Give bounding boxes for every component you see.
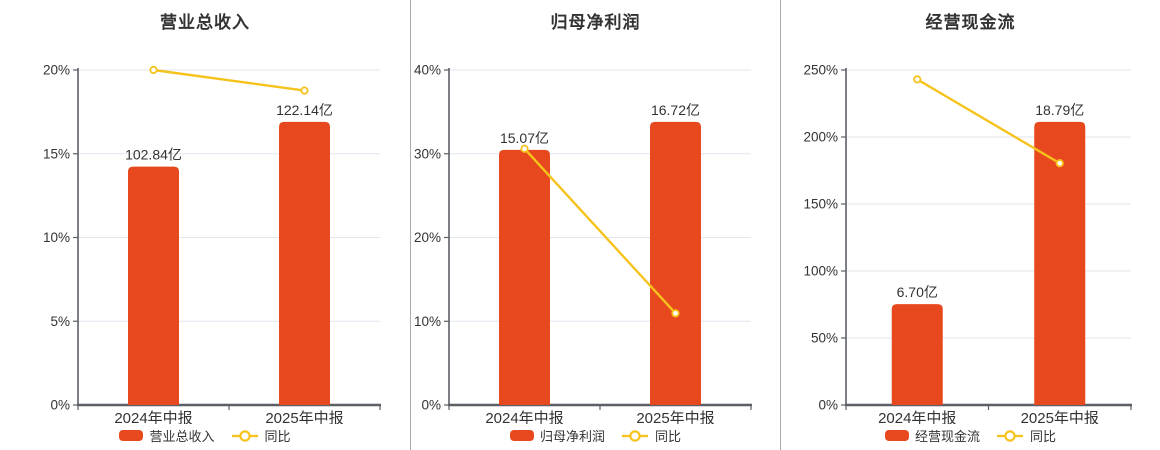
y-tick-label: 40%	[414, 63, 441, 78]
cash-flow-chart-title: 经营现金流	[925, 12, 1016, 32]
net-profit-chart-title: 归母净利润	[550, 12, 641, 32]
yoy-point-marker	[149, 65, 158, 75]
x-category-label: 2025年中报	[636, 410, 714, 424]
cash-flow-chart-plot: 0% 50% 100% 150% 200% 250% 6.70亿 18.79亿 2024年中报 2…	[803, 63, 1132, 424]
bar	[499, 149, 550, 405]
y-tick-label: 200%	[803, 130, 838, 145]
y-tick-label: 0%	[50, 398, 70, 413]
bar-value-label: 16.72亿	[651, 102, 700, 118]
net-profit-chart-plot: 0% 10% 20% 30% 40% 15.07亿 16.72亿 2024年中报 2025年中报	[414, 63, 752, 424]
yoy-point-marker	[300, 86, 309, 95]
legend-label: 经营现金流	[914, 429, 980, 444]
legend-label: 同比	[264, 429, 291, 444]
y-tick-label: 0%	[421, 398, 441, 413]
yoy-line	[153, 68, 305, 92]
yoy-marker-icon	[622, 429, 648, 442]
legend-item-revenue-bar[interactable]: 营业总收入	[119, 426, 215, 445]
y-tick-label: 20%	[43, 63, 70, 78]
bar-value-label: 6.70亿	[897, 284, 938, 300]
legend-label: 同比	[655, 429, 682, 444]
yoy-point-marker	[913, 75, 922, 84]
legend-item-yoy[interactable]: 同比	[996, 426, 1056, 445]
x-category-label: 2024年中报	[878, 410, 956, 424]
y-tick-label: 50%	[811, 331, 838, 346]
y-tick-label: 0%	[818, 398, 838, 413]
yoy-line	[523, 147, 677, 315]
bar-value-label: 18.79亿	[1035, 102, 1084, 118]
bar	[279, 121, 330, 406]
yoy-point-marker	[1055, 159, 1064, 168]
y-tick-label: 10%	[43, 230, 70, 245]
revenue-panel: 营业总收入 0% 5% 10% 15% 20% 102.84亿 122.14亿 2024年中报…	[0, 0, 410, 450]
bar-value-label: 15.07亿	[500, 130, 549, 146]
y-tick-label: 100%	[803, 264, 838, 279]
x-category-label: 2024年中报	[485, 410, 563, 424]
legend-label: 营业总收入	[149, 429, 215, 444]
y-tick-label: 150%	[803, 197, 838, 212]
cash-flow-legend: 经营现金流 同比	[781, 426, 1160, 445]
y-tick-label: 250%	[803, 63, 838, 78]
y-tick-label: 15%	[43, 146, 70, 161]
bar-value-label: 102.84亿	[125, 147, 182, 163]
y-tick-label: 10%	[414, 314, 441, 329]
bar	[128, 166, 179, 405]
legend-label: 归母净利润	[539, 429, 605, 444]
bar-swatch-icon	[884, 430, 909, 441]
legend-item-net-profit-bar[interactable]: 归母净利润	[509, 426, 605, 445]
y-tick-label: 30%	[414, 146, 441, 161]
bar	[650, 121, 701, 406]
yoy-point-marker	[520, 144, 529, 153]
yoy-marker-icon	[997, 429, 1023, 442]
revenue-chart-title: 营业总收入	[160, 12, 250, 32]
bar	[891, 304, 943, 405]
y-tick-label: 5%	[50, 314, 70, 329]
bar-swatch-icon	[509, 430, 534, 441]
yoy-point-marker	[671, 309, 680, 318]
cash-flow-panel: 经营现金流 0% 50% 100% 150% 200% 250% 6.70亿 18.79亿 20…	[780, 0, 1160, 450]
yoy-line	[916, 78, 1061, 165]
legend-label: 同比	[1030, 429, 1057, 444]
bar-swatch-icon	[119, 430, 144, 441]
bar	[1034, 121, 1086, 406]
net-profit-panel: 归母净利润 0% 10% 20% 30% 40% 15.07亿 16.72亿 2024年中报 2…	[410, 0, 780, 450]
y-tick-label: 20%	[414, 230, 441, 245]
revenue-legend: 营业总收入 同比	[0, 426, 410, 445]
yoy-marker-icon	[231, 429, 258, 442]
legend-item-yoy[interactable]: 同比	[621, 426, 681, 445]
bar-value-label: 122.14亿	[276, 102, 333, 118]
revenue-chart-plot: 0% 5% 10% 15% 20% 102.84亿 122.14亿 2024年中报 2025年中…	[43, 63, 381, 424]
x-category-label: 2025年中报	[265, 410, 343, 424]
legend-item-cash-flow-bar[interactable]: 经营现金流	[884, 426, 980, 445]
x-category-label: 2024年中报	[114, 410, 192, 424]
net-profit-legend: 归母净利润 同比	[411, 426, 780, 445]
x-category-label: 2025年中报	[1021, 410, 1099, 424]
legend-item-yoy[interactable]: 同比	[231, 426, 291, 445]
